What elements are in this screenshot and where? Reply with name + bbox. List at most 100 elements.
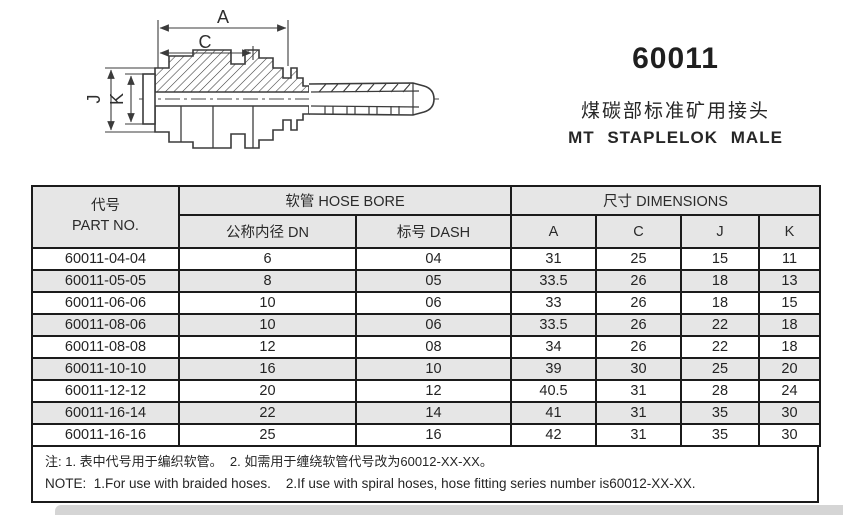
table-cell: 10 [178,291,357,315]
table-cell: 35 [680,401,760,425]
fitting-technical-drawing: A C J K [83,4,448,164]
table-cell: 60011-05-05 [31,269,180,293]
tail-serrations [318,83,411,93]
table-cell: 15 [758,291,821,315]
note-line-chinese: 注: 1. 表中代号用于编织软管。 2. 如需用于缠绕软管代号改为60012-X… [45,454,493,469]
spec-sheet: 代号 PART NO. 软管 HOSE BORE 尺寸 DIMENSIONS 公… [31,185,821,504]
part-name-english: MT STAPLELOK MALE [568,128,783,147]
table-cell: 60011-16-14 [31,401,180,425]
table-cell: 30 [758,423,821,447]
table-row: 60011-05-05 8 05 33.5 26 18 13 [31,269,821,293]
table-cell: 8 [178,269,357,293]
part-series-number: 60011 [632,42,719,75]
table-cell: 60011-12-12 [31,379,180,403]
table-cell: 16 [355,423,512,447]
table-cell: 28 [680,379,760,403]
header-part-no-en: PART NO. [72,218,139,234]
header-hose-bore: 软管 HOSE BORE [178,185,512,216]
table-cell: 14 [355,401,512,425]
table-cell: 18 [758,335,821,359]
table-cell: 16 [178,357,357,381]
table-cell: 20 [758,357,821,381]
table-cell: 30 [758,401,821,425]
table-row: 60011-16-16 25 16 42 31 35 30 [31,423,821,447]
table-row: 60011-12-12 20 12 40.5 31 28 24 [31,379,821,403]
table-cell: 12 [178,335,357,359]
fitting-section-upper [154,49,310,93]
table-cell: 39 [510,357,597,381]
spec-table: 代号 PART NO. 软管 HOSE BORE 尺寸 DIMENSIONS 公… [31,185,821,447]
dim-label-j: J [84,95,104,104]
table-cell: 18 [758,313,821,337]
header-dim-j: J [680,214,760,249]
table-cell: 41 [510,401,597,425]
table-cell: 13 [758,269,821,293]
header-dim-c: C [595,214,682,249]
fitting-collar [142,73,156,125]
spec-table-header: 代号 PART NO. 软管 HOSE BORE 尺寸 DIMENSIONS 公… [31,185,821,249]
table-cell: 10 [355,357,512,381]
table-cell: 31 [595,401,682,425]
table-row: 60011-08-08 12 08 34 26 22 18 [31,335,821,359]
dim-label-k: K [107,93,127,105]
table-cell: 22 [178,401,357,425]
table-cell: 60011-06-06 [31,291,180,315]
table-cell: 05 [355,269,512,293]
table-cell: 26 [595,313,682,337]
fitting-section-lower [154,105,310,149]
table-cell: 31 [510,247,597,271]
hose-tail-outline [308,82,435,116]
table-cell: 25 [680,357,760,381]
header-dimensions: 尺寸 DIMENSIONS [510,185,821,216]
header-dash: 标号 DASH [355,214,512,249]
table-row: 60011-16-14 22 14 41 31 35 30 [31,401,821,425]
table-cell: 60011-08-08 [31,335,180,359]
note-line-english: NOTE: 1.For use with braided hoses. 2.If… [45,475,696,491]
table-cell: 26 [595,291,682,315]
table-cell: 04 [355,247,512,271]
dim-label-a: A [217,7,229,27]
table-cell: 60011-04-04 [31,247,180,271]
header-dim-a: A [510,214,597,249]
dim-label-c: C [199,32,212,52]
table-cell: 33 [510,291,597,315]
tail-rib-lines [324,106,400,114]
tail-inner-line [310,105,420,108]
table-cell: 12 [355,379,512,403]
table-cell: 60011-10-10 [31,357,180,381]
table-cell: 08 [355,335,512,359]
table-row: 60011-04-04 6 04 31 25 15 11 [31,247,821,271]
table-cell: 31 [595,423,682,447]
table-cell: 26 [595,335,682,359]
table-row: 60011-06-06 10 06 33 26 18 15 [31,291,821,315]
spec-table-body: 60011-04-04 6 04 31 25 15 11 60011-05-05 8 05 33.5… [31,247,821,447]
table-cell: 33.5 [510,313,597,337]
table-cell: 18 [680,291,760,315]
dimension-k [125,73,143,125]
page-edge-strip [55,505,843,515]
table-cell: 10 [178,313,357,337]
table-cell: 60011-16-16 [31,423,180,447]
table-cell: 22 [680,335,760,359]
header-dn: 公称内径 DN [178,214,357,249]
table-cell: 06 [355,313,512,337]
table-cell: 24 [758,379,821,403]
table-cell: 15 [680,247,760,271]
table-cell: 22 [680,313,760,337]
table-cell: 06 [355,291,512,315]
dimension-j [105,67,157,133]
header-part-no: 代号 PART NO. [31,185,180,249]
table-row: 60011-10-10 16 10 39 30 25 20 [31,357,821,381]
table-cell: 60011-08-06 [31,313,180,337]
table-row: 60011-08-06 10 06 33.5 26 22 18 [31,313,821,337]
table-cell: 34 [510,335,597,359]
table-cell: 25 [595,247,682,271]
table-cell: 20 [178,379,357,403]
note-box: 注: 1. 表中代号用于编织软管。 2. 如需用于缠绕软管代号改为60012-X… [31,447,819,504]
table-cell: 6 [178,247,357,271]
header-part-no-cn: 代号 [91,198,120,215]
title-block: 60011 煤碳部标准矿用接头 MT STAPLELOK MALE [538,42,813,148]
table-cell: 30 [595,357,682,381]
tail-inner-line [310,90,420,93]
table-cell: 31 [595,379,682,403]
